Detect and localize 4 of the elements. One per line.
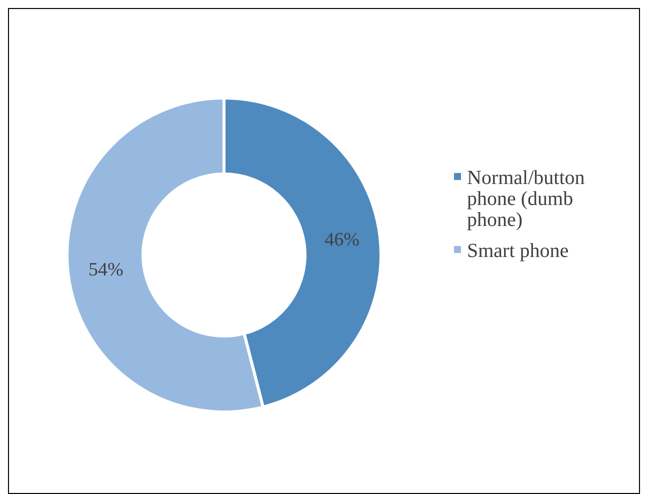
data-label: 54% [88,259,124,280]
legend-label: Smart phone [467,240,569,262]
data-label: 46% [324,230,360,251]
legend-label: Normal/button phone (dumb phone) [467,167,585,231]
